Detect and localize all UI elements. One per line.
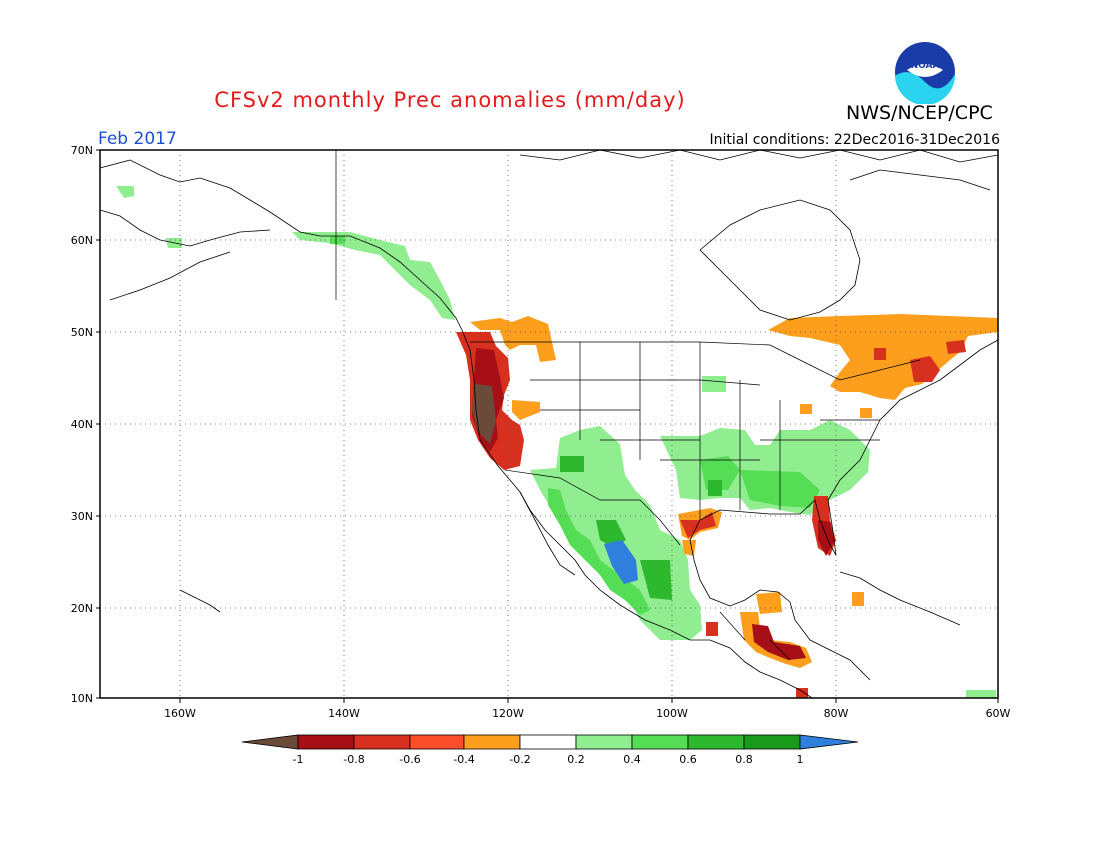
- caribbean-coast: [789, 601, 871, 681]
- greater-antilles: [839, 571, 961, 626]
- baja-coast: [519, 491, 576, 576]
- anomaly-field: [116, 186, 998, 698]
- anomaly-ohio-orange: [800, 404, 812, 414]
- anomaly-pacific-nw-orange: [470, 316, 556, 362]
- cb-label-9: 1: [797, 753, 804, 766]
- anomaly-tamaulipas-orange: [682, 540, 696, 556]
- colorbar-bin-6: [575, 734, 633, 750]
- anomaly-mexico-blue: [604, 540, 638, 584]
- colorbar-lt-1: [241, 734, 299, 750]
- aleutians: [109, 251, 231, 301]
- colorbar-gt1: [799, 734, 859, 750]
- anomaly-louisiana-green: [708, 480, 722, 496]
- anomaly-oaxaca-red: [706, 622, 718, 636]
- anomaly-nevada-orange: [512, 400, 540, 420]
- map-title-text: CFSv2 monthly Prec anomalies (mm/day): [214, 88, 686, 112]
- lon-label-120w: 120W: [492, 707, 524, 720]
- colorbar-bin-5: [519, 734, 577, 750]
- cb-label-1: -0.8: [343, 753, 364, 766]
- colorbar-labels: -1 -0.8 -0.6 -0.4 -0.2 0.2 0.4 0.6 0.8 1: [293, 753, 804, 766]
- arctic-coast: [519, 149, 999, 163]
- anomaly-new-brunswick-red: [910, 356, 940, 382]
- anomaly-alaska-west: [116, 186, 134, 198]
- anomaly-yucatan-orange: [756, 592, 782, 614]
- pacific-coast: [461, 329, 813, 699]
- alaska-south-coast: [99, 209, 271, 247]
- initial-conditions: Initial conditions: 22Dec2016-31Dec2016: [709, 132, 1001, 148]
- political-borders: [335, 150, 921, 661]
- cb-label-8: 0.8: [735, 753, 753, 766]
- anomaly-arizona-green: [560, 456, 584, 472]
- colorbar-bin-7: [631, 734, 689, 750]
- anomaly-central-mexico-green: [640, 560, 672, 600]
- lon-label-60w: 60W: [986, 707, 1011, 720]
- lat-label-60n: 60N: [71, 234, 93, 247]
- map-title: CFSv2 monthly Prec anomalies (mm/day): [0, 88, 1100, 112]
- noaa-logo-wave: [895, 72, 956, 104]
- noaa-logo-text: NOAA: [911, 61, 940, 71]
- anomaly-quebec-red-spot: [874, 348, 886, 360]
- forecast-month: Feb 2017: [98, 129, 177, 149]
- anomaly-pennsylvania-orange: [860, 408, 872, 418]
- us-mexico-border: [504, 469, 681, 546]
- hawaii: [179, 589, 221, 613]
- hudson-bay: [699, 199, 861, 321]
- cb-label-3: -0.4: [453, 753, 474, 766]
- cb-label-0: -1: [293, 753, 304, 766]
- colorbar-bin-9: [743, 734, 801, 750]
- us-state-borders: [530, 342, 880, 520]
- anomaly-honduras-darkred: [752, 624, 806, 660]
- alaska-coast: [99, 159, 463, 331]
- agency-label: NWS/NCEP/CPC: [846, 102, 993, 124]
- coastlines: [99, 149, 999, 699]
- lat-label-40n: 40N: [71, 418, 93, 431]
- lon-label-140w: 140W: [328, 707, 360, 720]
- anomaly-florida-darkred: [818, 520, 834, 556]
- noaa-logo: NOAA: [895, 42, 956, 104]
- gulf-mexico-west-coast: [689, 539, 791, 607]
- lat-lon-grid: [100, 150, 998, 698]
- anomaly-cuba-orange: [852, 592, 864, 606]
- anomaly-panama-red: [796, 688, 808, 698]
- noaa-logo-bird: [907, 64, 943, 77]
- central-america-borders: [719, 611, 791, 661]
- anomaly-central-america-orange: [740, 612, 812, 668]
- us-east-gulf-coast: [689, 339, 999, 556]
- anomaly-iowa-lightgreen: [702, 376, 726, 392]
- anomaly-gulf-stlawrence-red: [946, 340, 966, 354]
- latitude-labels: 70N 60N 50N 40N 30N 20N 10N: [71, 144, 93, 705]
- latitude-ticks: [96, 149, 100, 699]
- cb-label-4: -0.2: [509, 753, 530, 766]
- lon-label-100w: 100W: [656, 707, 688, 720]
- anomaly-texas-coast-red: [680, 512, 716, 538]
- cb-label-2: -0.6: [399, 753, 420, 766]
- colorbar: [241, 734, 859, 750]
- colorbar-bin-4: [463, 734, 521, 750]
- colorbar-bin-8: [687, 734, 745, 750]
- lat-label-10n: 10N: [71, 692, 93, 705]
- anomaly-venezuela-lightgreen: [966, 690, 996, 698]
- colorbar-bin-1: [297, 734, 355, 750]
- longitude-labels: 160W 140W 120W 100W 80W 60W: [164, 707, 1010, 720]
- colorbar-bin-2: [353, 734, 411, 750]
- map-frame: [99, 149, 999, 699]
- lon-label-80w: 80W: [824, 707, 849, 720]
- cb-label-5: 0.2: [567, 753, 585, 766]
- lat-label-30n: 30N: [71, 510, 93, 523]
- anomaly-alaska-green-patch: [330, 236, 345, 244]
- baffin-coast: [849, 169, 991, 191]
- anomaly-west-coast-brown: [472, 384, 496, 444]
- longitude-ticks: [179, 698, 999, 703]
- lat-label-20n: 20N: [71, 602, 93, 615]
- cb-label-7: 0.6: [679, 753, 697, 766]
- lat-label-50n: 50N: [71, 326, 93, 339]
- lat-label-70n: 70N: [71, 144, 93, 157]
- anomaly-alaska-panhandle: [292, 232, 455, 320]
- lon-label-160w: 160W: [164, 707, 196, 720]
- us-canada-border: [470, 341, 921, 381]
- colorbar-bin-3: [409, 734, 465, 750]
- cb-label-6: 0.4: [623, 753, 641, 766]
